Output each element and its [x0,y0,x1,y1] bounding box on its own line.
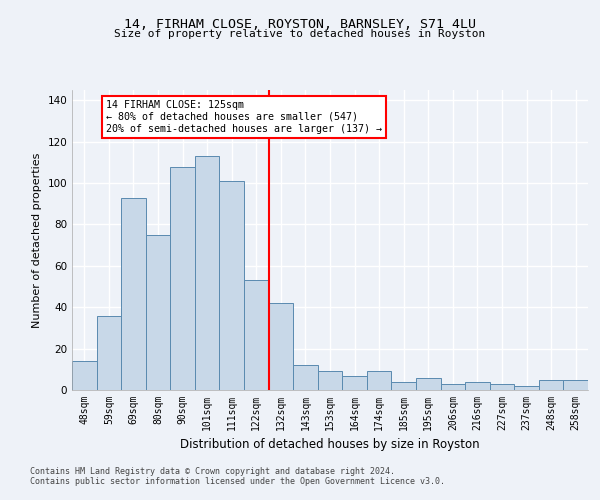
X-axis label: Distribution of detached houses by size in Royston: Distribution of detached houses by size … [180,438,480,452]
Text: Size of property relative to detached houses in Royston: Size of property relative to detached ho… [115,29,485,39]
Bar [146,235,170,390]
Bar [440,384,465,390]
Y-axis label: Number of detached properties: Number of detached properties [32,152,42,328]
Bar [220,181,244,390]
Bar [195,156,220,390]
Bar [244,280,269,390]
Bar [318,372,342,390]
Bar [367,372,391,390]
Bar [170,166,195,390]
Bar [539,380,563,390]
Bar [121,198,146,390]
Bar [391,382,416,390]
Bar [563,380,588,390]
Bar [416,378,440,390]
Bar [72,361,97,390]
Bar [293,365,318,390]
Text: Contains public sector information licensed under the Open Government Licence v3: Contains public sector information licen… [30,477,445,486]
Bar [490,384,514,390]
Bar [269,303,293,390]
Bar [465,382,490,390]
Text: Contains HM Land Registry data © Crown copyright and database right 2024.: Contains HM Land Registry data © Crown c… [30,467,395,476]
Bar [97,316,121,390]
Bar [514,386,539,390]
Bar [342,376,367,390]
Text: 14 FIRHAM CLOSE: 125sqm
← 80% of detached houses are smaller (547)
20% of semi-d: 14 FIRHAM CLOSE: 125sqm ← 80% of detache… [106,100,382,134]
Text: 14, FIRHAM CLOSE, ROYSTON, BARNSLEY, S71 4LU: 14, FIRHAM CLOSE, ROYSTON, BARNSLEY, S71… [124,18,476,30]
